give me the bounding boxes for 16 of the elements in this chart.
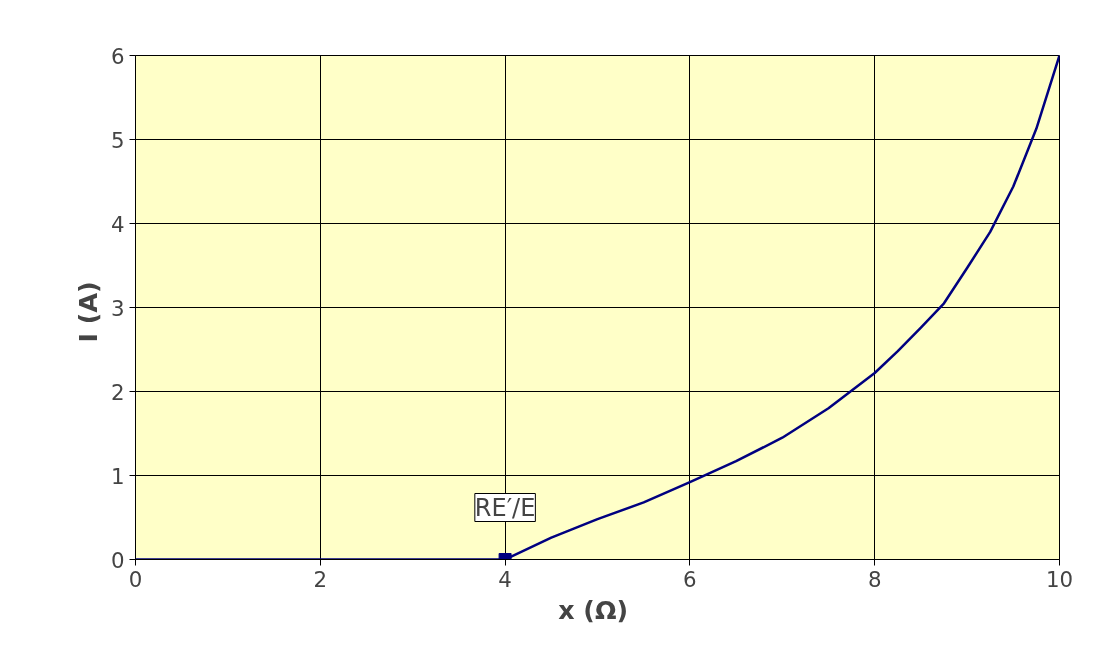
x-tick-label: 2 bbox=[313, 566, 328, 592]
x-tick-label: 10 bbox=[1045, 566, 1074, 592]
x-tick-label: 8 bbox=[867, 566, 882, 592]
y-tick-label: 4 bbox=[110, 211, 125, 237]
y-tick-label: 2 bbox=[110, 379, 125, 405]
y-tick-label: 5 bbox=[110, 127, 125, 153]
y-tick-label: 6 bbox=[110, 43, 125, 69]
x-tick-label: 4 bbox=[498, 566, 512, 592]
x-tick-label: 6 bbox=[683, 566, 697, 592]
y-tick-label: 3 bbox=[110, 295, 125, 321]
x-axis-title: x (Ω) bbox=[558, 594, 629, 625]
annotation: RE′/E bbox=[474, 493, 536, 522]
y-tick-label: 0 bbox=[110, 547, 125, 573]
y-tick-label: 1 bbox=[110, 463, 125, 489]
x-tick-label: 0 bbox=[128, 566, 143, 592]
y-axis-title: I (A) bbox=[72, 281, 103, 343]
